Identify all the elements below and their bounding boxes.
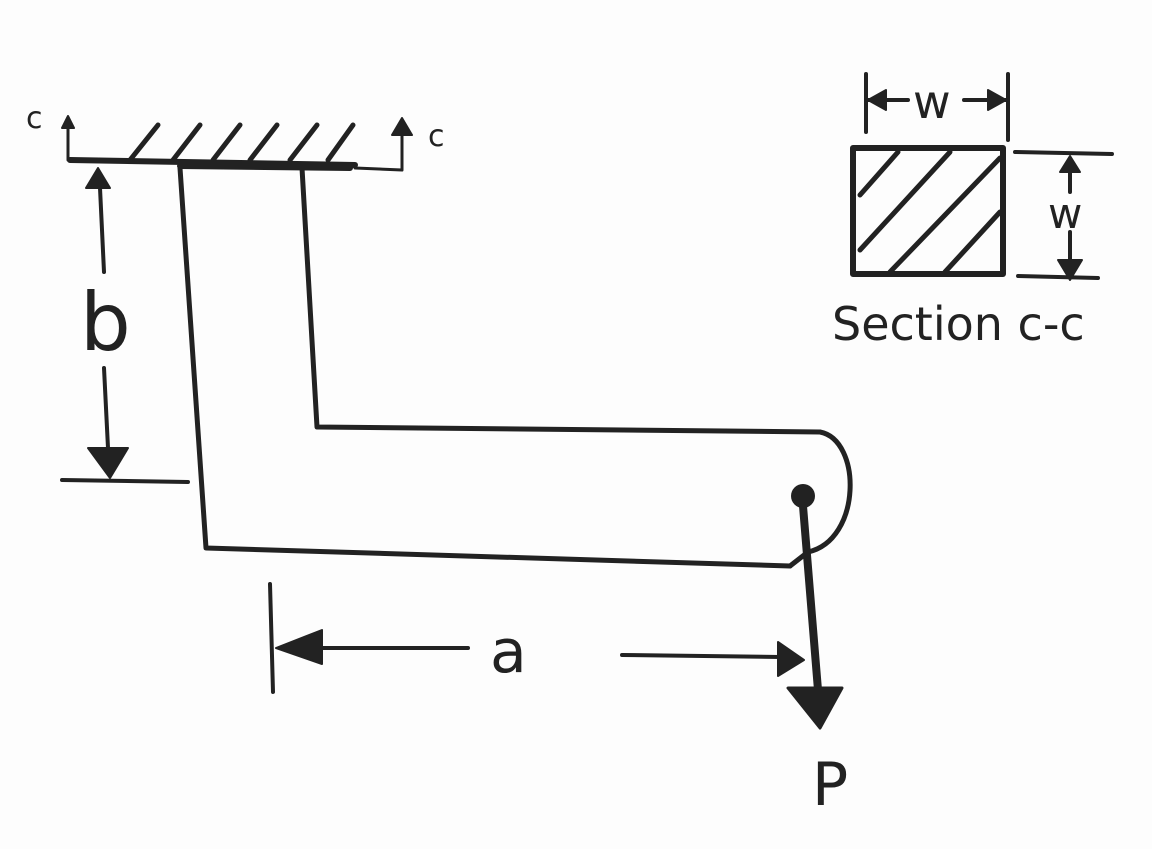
section-cut-line [61,115,413,172]
section-hatching [857,149,1003,275]
dimension-a [268,582,805,694]
dimension-b [60,167,190,484]
dimension-a-label: a [490,617,527,687]
load-arrow [786,484,844,730]
section-width-dimension [864,72,1010,142]
cross-section [850,145,1006,277]
section-caption: Section c-c [832,297,1085,351]
fixed-support [67,122,358,171]
bent-bar-outline [177,165,853,569]
section-width-label: w [913,75,951,129]
load-label: P [812,750,848,820]
dimension-b-label: b [80,276,131,369]
section-height-label: w [1048,189,1082,238]
wall-hatching [127,122,356,163]
load-pin [791,484,815,508]
section-cut-label-right: c [428,119,445,154]
section-height-dimension [1013,150,1114,281]
section-cut-label-left: c [26,101,43,136]
